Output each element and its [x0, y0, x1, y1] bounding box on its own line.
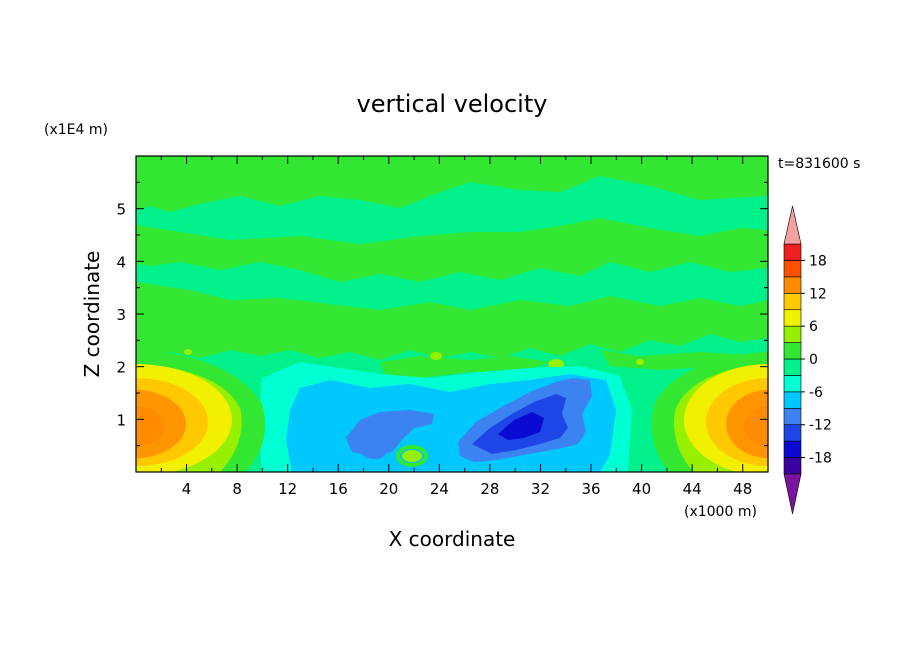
x-tick-label: 12	[278, 480, 297, 498]
colorbar-max-arrow	[783, 205, 802, 245]
colorbar-tick-label: 6	[809, 319, 818, 335]
positive-specks	[184, 349, 644, 369]
level-neg-9-a	[346, 410, 434, 456]
updraft-left	[136, 350, 266, 472]
positive-pocket-edge	[396, 445, 428, 467]
colorbar-tick-label: -18	[809, 451, 832, 467]
x-scale-label: (x1000 m)	[684, 504, 757, 520]
chart-title: vertical velocity	[357, 90, 548, 118]
x-tick-label: 20	[379, 480, 398, 498]
x-axis: 4 8 12 16 20 24 28 32 36 40 44 48	[160, 156, 769, 498]
positive-weak-regions	[136, 156, 768, 378]
y-axis-label: Z coordinate	[80, 251, 104, 378]
colorbar-swatch	[783, 375, 802, 393]
y-tick-label: 4	[116, 253, 126, 271]
colorbar-swatch	[783, 391, 802, 409]
level-neg-15	[498, 412, 544, 440]
y-tick-label: 1	[116, 411, 126, 429]
x-tick-label: 48	[733, 480, 752, 498]
y-tick-label: 3	[116, 306, 126, 324]
x-tick-label: 4	[182, 480, 192, 498]
colorbar-swatch	[783, 407, 802, 426]
x-axis-label: X coordinate	[389, 527, 516, 551]
y-tick-label: 5	[116, 201, 126, 219]
colorbar-swatch	[783, 440, 802, 458]
x-tick-label: 28	[480, 480, 499, 498]
colorbar-swatch	[783, 292, 802, 311]
positive-pocket	[402, 450, 422, 462]
colorbar-swatch	[783, 260, 802, 278]
time-label: t=831600 s	[778, 156, 860, 172]
colorbar-swatch	[783, 309, 802, 327]
contour-field	[136, 156, 768, 472]
colorbar-swatch	[783, 358, 802, 376]
colorbar-tick-label: -6	[809, 385, 823, 401]
colorbar-min-arrow	[783, 473, 802, 515]
downdraft-regions	[258, 362, 632, 472]
colorbar-tick-label: 18	[809, 253, 827, 269]
x-tick-label: 32	[531, 480, 550, 498]
y-tick-label: 2	[116, 359, 126, 377]
x-tick-label: 44	[683, 480, 702, 498]
x-tick-label: 16	[329, 480, 348, 498]
colorbar-tick-label: -12	[809, 418, 832, 434]
y-axis: 1 2 3 4 5	[116, 181, 768, 447]
level-neg-9-c	[362, 445, 386, 459]
colorbar-tick-label: 12	[809, 286, 827, 302]
y-scale-label: (x1E4 m)	[44, 122, 108, 138]
x-tick-label: 36	[581, 480, 600, 498]
colorbar-swatch	[783, 325, 802, 343]
colorbar-swatch	[783, 457, 802, 475]
colorbar-tick-label: 0	[809, 352, 818, 368]
colorbar-swatch	[783, 424, 802, 442]
x-tick-label: 40	[632, 480, 651, 498]
x-tick-label: 8	[232, 480, 242, 498]
colorbar: 18 12 6 0 -6 -12 -18	[783, 205, 832, 515]
colorbar-swatch	[783, 243, 802, 261]
colorbar-swatch	[783, 276, 802, 294]
updraft-right	[651, 352, 768, 472]
colorbar-swatch	[783, 342, 802, 360]
x-tick-label: 24	[430, 480, 449, 498]
